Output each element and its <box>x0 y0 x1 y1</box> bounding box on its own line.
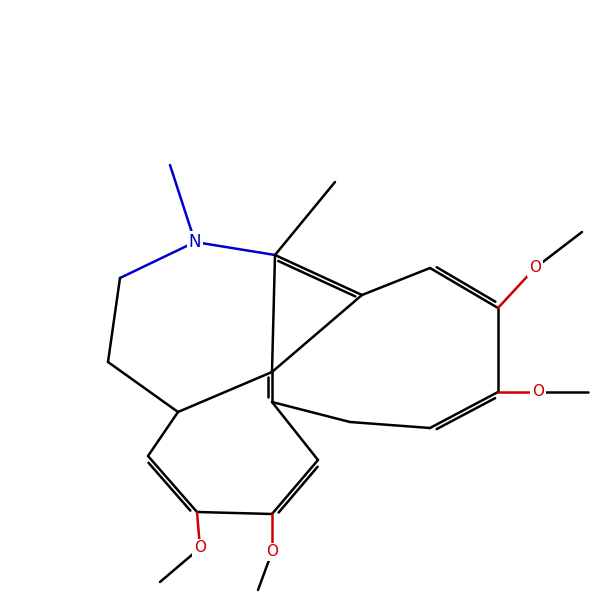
Text: O: O <box>266 545 278 559</box>
Text: O: O <box>532 385 544 400</box>
Text: N: N <box>189 233 201 251</box>
Text: O: O <box>529 260 541 275</box>
Text: O: O <box>194 541 206 556</box>
